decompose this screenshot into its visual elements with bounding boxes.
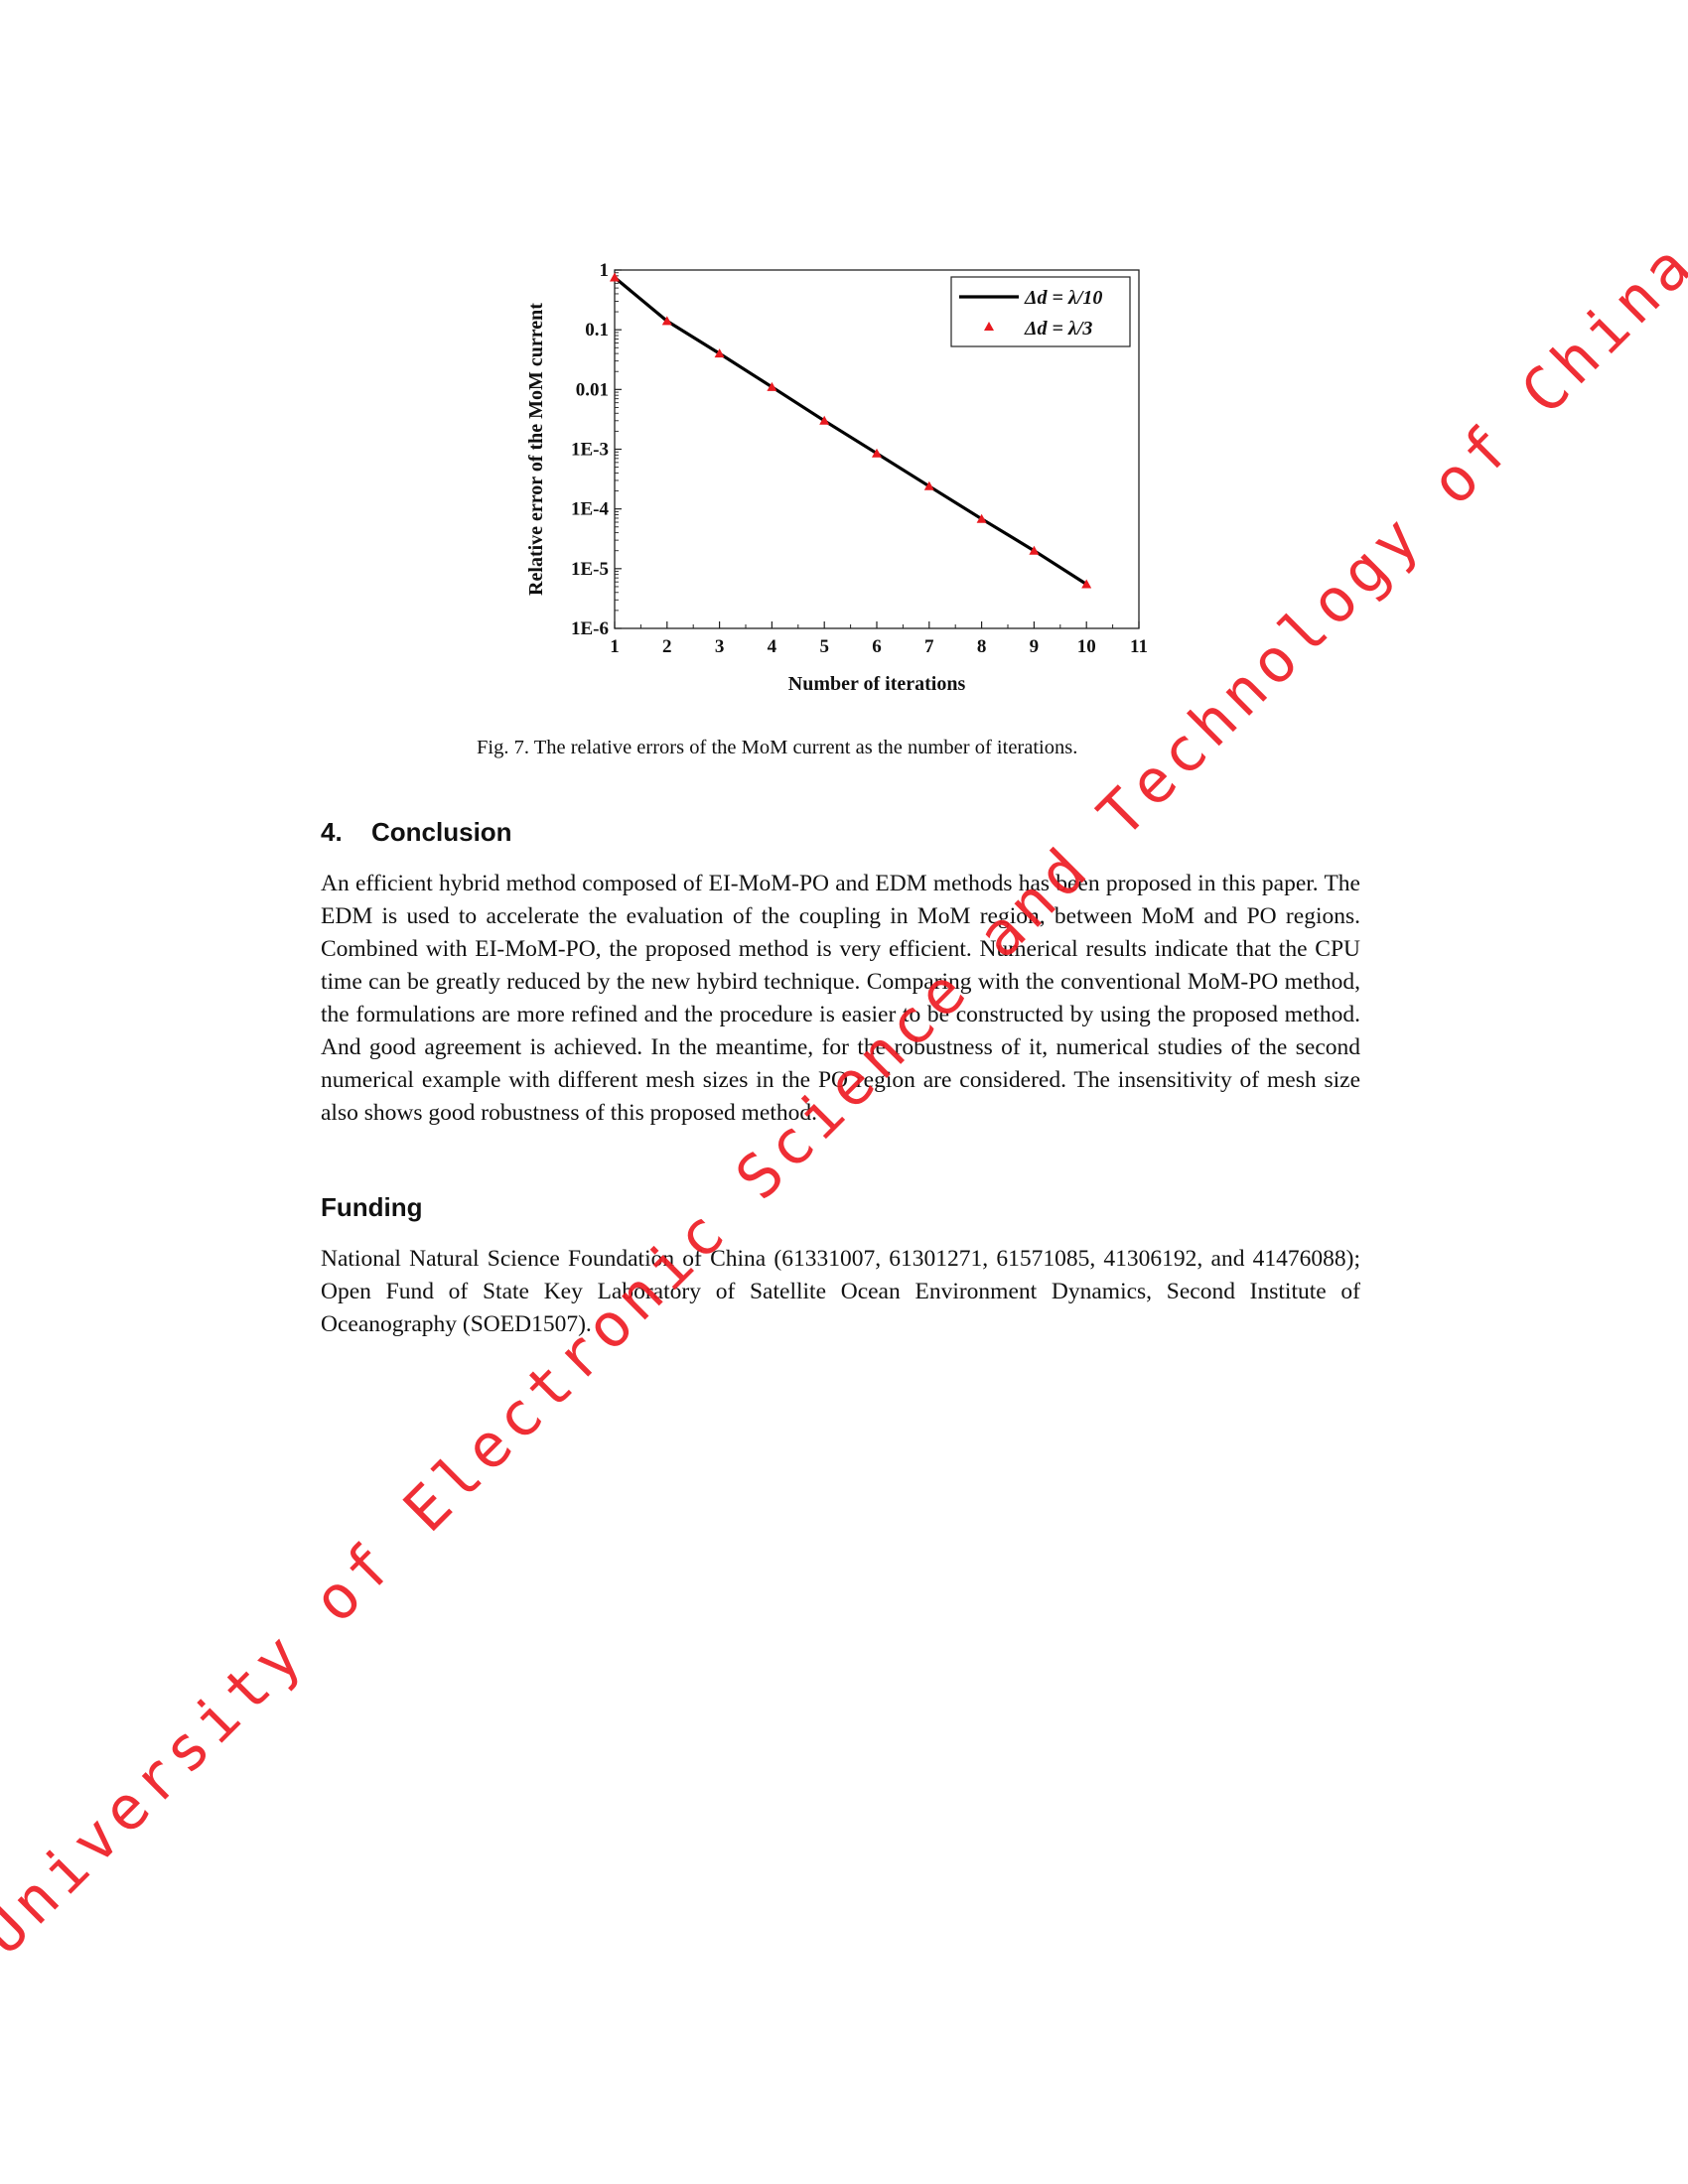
y-axis-label: Relative error of the MoM current — [525, 303, 547, 596]
conclusion-paragraph: An efficient hybrid method composed of E… — [321, 871, 1360, 1126]
legend-triangle-swatch — [984, 322, 994, 331]
x-tick-label: 11 — [1130, 636, 1148, 657]
data-point-lambda-3 — [1081, 579, 1092, 589]
data-point-lambda-3 — [819, 415, 830, 425]
y-tick-label: 1E-6 — [571, 618, 609, 639]
funding-paragraph: National Natural Science Foundation of C… — [321, 1246, 1360, 1337]
data-point-lambda-3 — [610, 272, 620, 282]
x-tick-label: 2 — [662, 636, 672, 657]
x-tick-label: 8 — [977, 636, 987, 657]
y-tick-label: 1 — [600, 260, 610, 281]
x-tick-label: 5 — [819, 636, 829, 657]
x-tick-label: 4 — [768, 636, 777, 657]
legend-box — [950, 276, 1131, 347]
data-point-lambda-3 — [1029, 545, 1040, 555]
y-tick-label: 0.01 — [576, 379, 609, 400]
data-point-lambda-3 — [872, 448, 882, 458]
x-tick-label: 10 — [1077, 636, 1096, 657]
legend-label-lambda-10: Δd = λ/10 — [1024, 287, 1102, 309]
x-axis-label: Number of iterations — [788, 673, 966, 695]
data-point-lambda-3 — [661, 316, 672, 326]
data-point-lambda-3 — [976, 513, 987, 523]
section-heading-conclusion: 4. Conclusion — [321, 816, 512, 848]
series-line-lambda-10 — [613, 276, 1088, 586]
section-heading-funding: Funding — [321, 1192, 423, 1222]
legend-label-lambda-3: Δd = λ/3 — [1024, 318, 1092, 340]
convergence-figure: 1 2 3 4 5 6 7 8 9 10 11 1 0.1 0.01 1E-3 1E-4 1E-5 1E-6 Num… — [516, 253, 1172, 710]
x-tick-label: 3 — [715, 636, 725, 657]
y-tick-label: 1E-3 — [571, 440, 609, 461]
relative-error-chart: 1 2 3 4 5 6 7 8 9 10 1110.10.011E-31E-41E-51E-6Num… — [525, 260, 1148, 695]
x-tick-label: 7 — [924, 636, 934, 657]
data-point-lambda-3 — [923, 480, 934, 490]
x-tick-label: 9 — [1030, 636, 1040, 657]
section-title: Conclusion — [371, 817, 512, 847]
x-tick-label: 1 — [610, 636, 620, 657]
y-tick-label: 1E-5 — [571, 559, 609, 580]
figure-caption: Fig. 7. The relative errors of the MoM c… — [477, 737, 1078, 758]
data-point-lambda-3 — [767, 381, 777, 391]
x-tick-label: 6 — [872, 636, 882, 657]
y-tick-label: 0.1 — [585, 320, 609, 341]
section-number: 4. — [321, 817, 343, 847]
data-point-lambda-3 — [714, 348, 725, 358]
y-tick-label: 1E-4 — [571, 499, 610, 520]
